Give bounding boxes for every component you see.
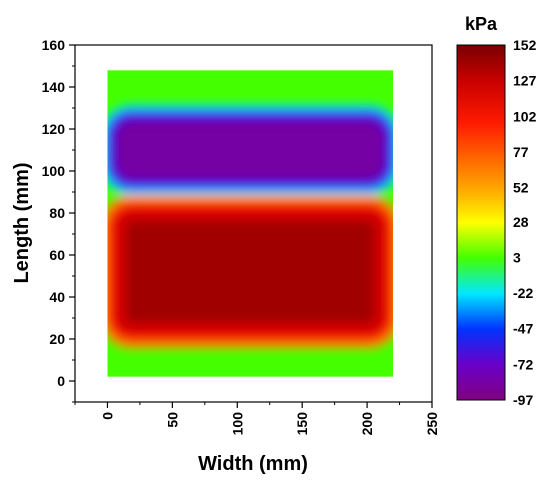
heatmap-bands: [107, 104, 394, 349]
colorbar-tick-label: -72: [513, 356, 533, 372]
x-tick-label: 50: [164, 412, 180, 428]
x-tick-label: 250: [424, 412, 440, 436]
colorbar-unit: kPa: [465, 14, 498, 34]
y-tick-label: 100: [42, 163, 66, 179]
band-1-layer-4: [125, 220, 375, 323]
y-tick-label: 20: [49, 331, 65, 347]
plot-frame: [74, 44, 433, 403]
y-tick-label: 140: [42, 79, 66, 95]
colorbar-tick-label: 77: [513, 144, 529, 160]
y-axis: 0 20 40 60 80 100 120 140 160: [42, 37, 75, 403]
y-axis-title: Length (mm): [11, 162, 33, 283]
x-tick-label: 0: [99, 412, 115, 420]
x-axis: 0 50 100 150 200 250: [74, 402, 440, 436]
colorbar-tick-label: 3: [513, 249, 521, 265]
colorbar-ticks: 152 127 102 77 52 28 3 -22 -47 -72 -97: [513, 37, 537, 408]
y-tick-label: 40: [49, 289, 65, 305]
colorbar-tick-label: 102: [513, 108, 537, 124]
y-tick-label: 0: [57, 373, 65, 389]
colorbar-tick-label: -97: [513, 392, 533, 408]
colorbar-tick-label: 52: [513, 180, 529, 196]
heatmap-field: [107, 70, 394, 377]
x-tick-label: 200: [359, 412, 375, 436]
x-tick-label: 150: [294, 412, 310, 436]
y-tick-label: 80: [49, 205, 65, 221]
y-tick-label: 120: [42, 121, 66, 137]
y-tick-label: 160: [42, 37, 66, 53]
colorbar-tick-label: -47: [513, 321, 533, 337]
colorbar-tick-label: 152: [513, 37, 537, 53]
y-tick-label: 60: [49, 247, 65, 263]
x-axis-title: Width (mm): [198, 453, 308, 475]
colorbar: [456, 44, 506, 401]
colorbar-tick-label: 28: [513, 214, 529, 230]
colorbar-tick-label: 127: [513, 73, 537, 89]
colorbar-tick-label: -22: [513, 285, 533, 301]
band-0-layer-3: [115, 120, 385, 180]
x-tick-label: 100: [229, 412, 245, 436]
